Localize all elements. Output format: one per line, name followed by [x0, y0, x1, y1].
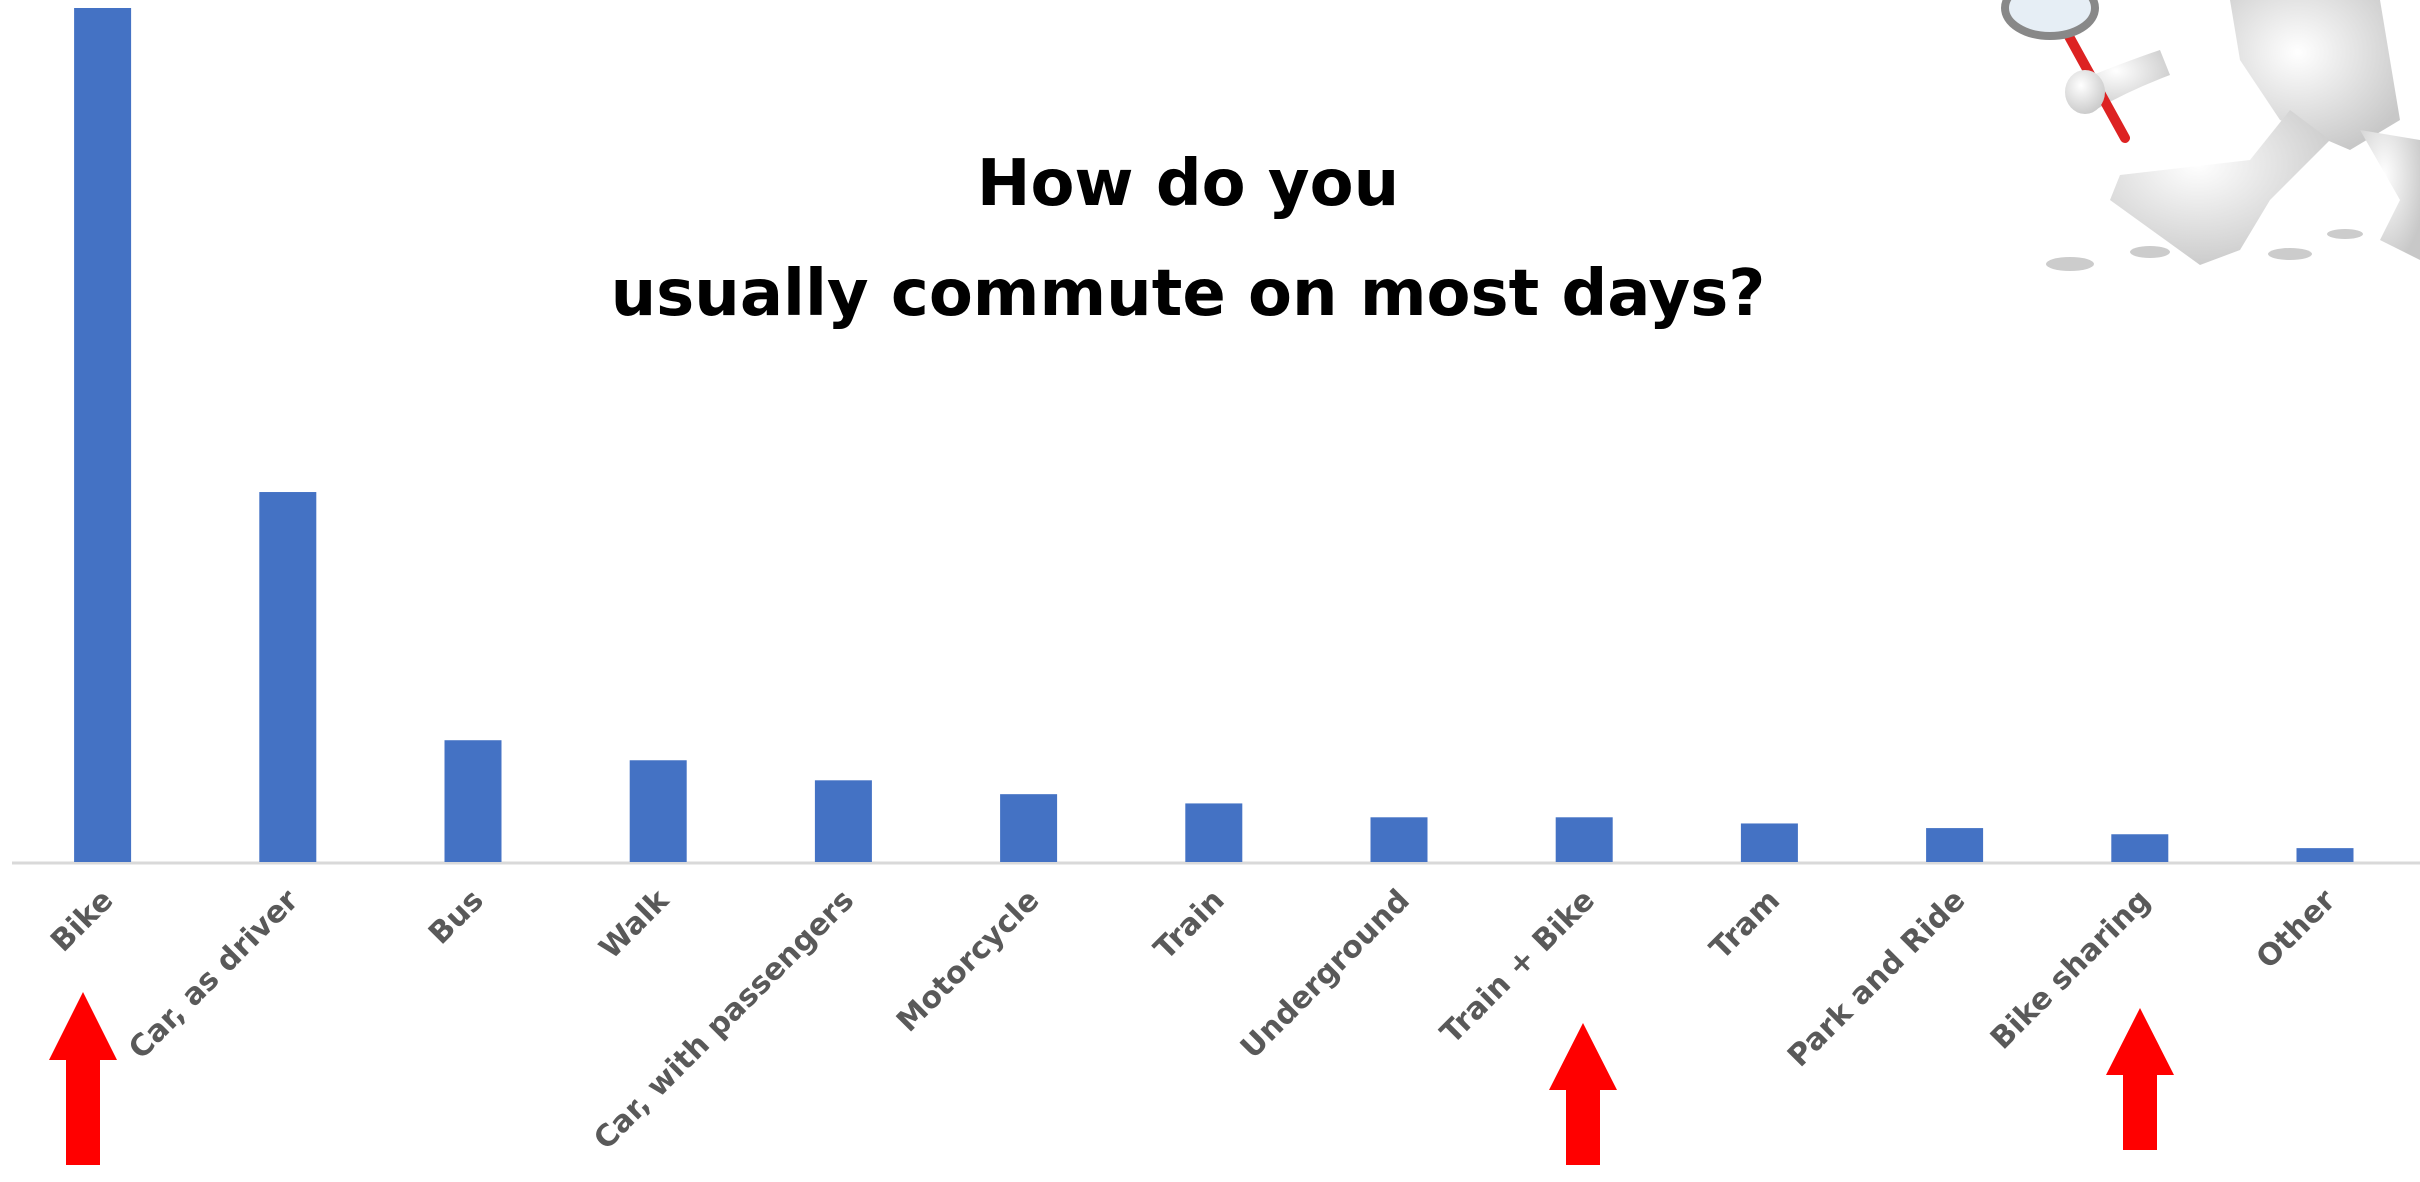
- bar: [2296, 848, 2354, 862]
- arrow: [49, 992, 117, 1165]
- bar: [1555, 817, 1613, 862]
- arrow: [2106, 1008, 2174, 1150]
- x-tick-label: Park and Ride: [1781, 883, 1972, 1074]
- bar: [629, 760, 687, 862]
- bar: [444, 740, 502, 862]
- x-tick-label: Car, as driver: [122, 883, 305, 1066]
- x-tick-label: Underground: [1234, 883, 1417, 1066]
- bar: [1185, 803, 1243, 862]
- x-tick-label: Train + Bike: [1434, 883, 1602, 1051]
- chart-title: How do you usually commute on most days?: [611, 147, 1766, 331]
- illustration: [2001, 0, 2420, 271]
- bar: [74, 8, 132, 862]
- x-tick-label: Other: [2250, 883, 2343, 976]
- bar: [1740, 823, 1798, 862]
- bar: [1370, 817, 1428, 862]
- arrows: [49, 992, 2174, 1165]
- arrow: [1549, 1023, 1617, 1165]
- x-tick-label: Motorcycle: [890, 883, 1046, 1039]
- x-tick-label: Train: [1147, 883, 1231, 967]
- x-tick-label: Tram: [1703, 883, 1787, 967]
- bar: [2111, 834, 2169, 862]
- x-tick-label: Bike: [44, 883, 120, 959]
- bar: [814, 780, 872, 862]
- bar: [259, 492, 317, 862]
- x-tick-label: Bus: [422, 883, 491, 952]
- x-tick-label: Walk: [593, 882, 677, 966]
- bar: [1000, 794, 1058, 862]
- bar: [1926, 828, 1984, 862]
